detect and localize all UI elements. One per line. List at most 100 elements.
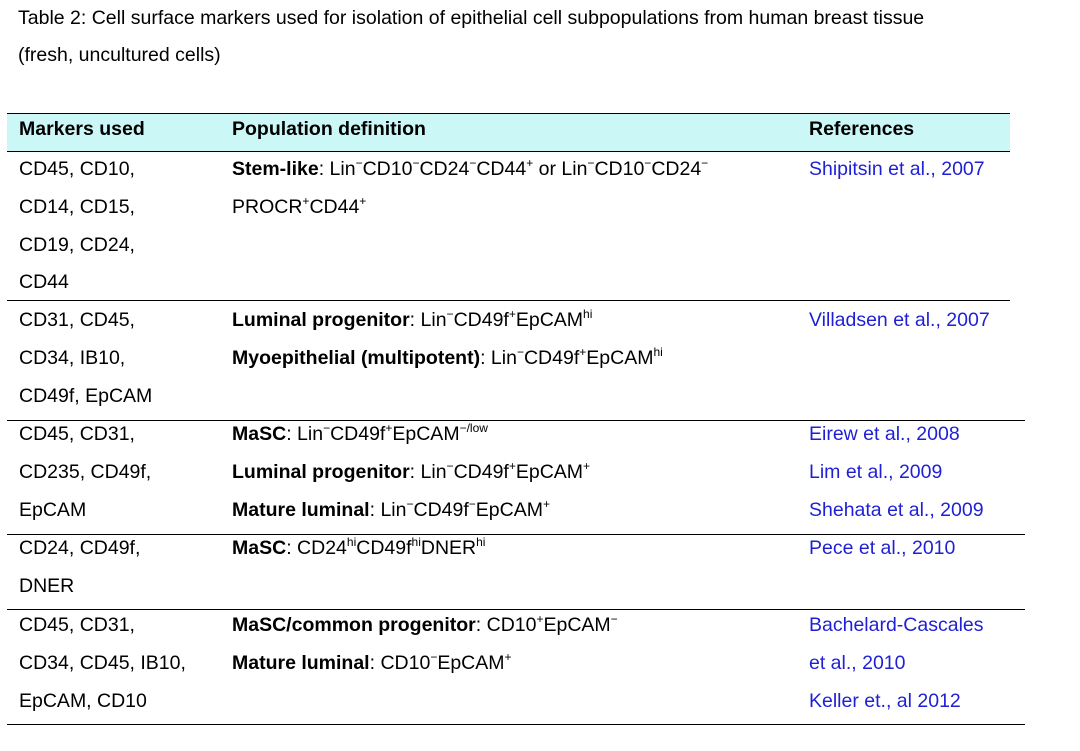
- marker-term: EpCAM: [392, 423, 460, 445]
- marker-expression: −: [701, 156, 709, 170]
- reference-link[interactable]: Pece et al., 2010: [809, 537, 956, 559]
- marker-expression: +: [359, 194, 367, 208]
- marker-expression: +: [508, 459, 516, 473]
- reference-link[interactable]: Shehata et al., 2009: [809, 499, 984, 521]
- marker-expression: −: [323, 421, 331, 435]
- population-label: Myoepithelial (multipotent): [232, 347, 481, 369]
- reference-link[interactable]: Lim et al., 2009: [809, 461, 943, 483]
- column-header-references: References: [809, 118, 915, 140]
- marker-term: Lin: [329, 158, 356, 180]
- marker-expression: −: [610, 612, 618, 626]
- marker-expression: hi: [346, 535, 357, 549]
- population-label: Mature luminal: [232, 652, 370, 674]
- population-label: Luminal progenitor: [232, 461, 410, 483]
- marker-term: CD44: [309, 196, 360, 218]
- marker-term: CD49f: [453, 309, 509, 331]
- marker-expression: −: [469, 156, 477, 170]
- marker-expression: +: [508, 307, 516, 321]
- population-cell-line: MaSC: CD24hiCD49fhiDNERhi: [232, 535, 486, 559]
- marker-expression: −: [516, 345, 524, 359]
- marker-expression: −: [412, 156, 420, 170]
- marker-expression: −: [468, 497, 476, 511]
- marker-expression: +: [579, 345, 587, 359]
- marker-term: Lin: [490, 347, 517, 369]
- population-cell-line: Luminal progenitor: Lin−CD49f+EpCAM+: [232, 459, 591, 483]
- population-cell-line: Luminal progenitor: Lin−CD49f+EpCAMhi: [232, 307, 593, 331]
- caption-line-1: Table 2: Cell surface markers used for i…: [18, 7, 925, 29]
- marker-expression: +: [526, 156, 534, 170]
- marker-term: CD10: [362, 158, 413, 180]
- markers-cell-line: CD24, CD49f,: [19, 537, 141, 559]
- caption-line-2: (fresh, uncultured cells): [18, 44, 221, 66]
- marker-term: or Lin: [533, 158, 588, 180]
- reference-link[interactable]: Eirew et al., 2008: [809, 423, 960, 445]
- marker-expression: +: [583, 459, 591, 473]
- population-label: MaSC: [232, 537, 287, 559]
- population-cell-line: Stem-like: Lin−CD10−CD24−CD44+ or Lin−CD…: [232, 156, 709, 180]
- table-rule-5: [7, 609, 1025, 610]
- marker-expression: +: [542, 497, 550, 511]
- marker-term: CD24: [297, 537, 347, 559]
- population-label: MaSC: [232, 423, 287, 445]
- table-caption: Table 2: Cell surface markers used for i…: [18, 0, 1068, 74]
- marker-expression: +: [536, 612, 544, 626]
- population-label: MaSC/common progenitor: [232, 614, 476, 636]
- marker-term: EpCAM: [515, 461, 584, 483]
- marker-expression: −: [406, 497, 414, 511]
- table-rule-3: [7, 420, 1025, 421]
- reference-link[interactable]: Bachelard-Cascales: [809, 614, 984, 636]
- marker-term: EpCAM: [515, 309, 584, 331]
- marker-expression: hi: [476, 535, 486, 549]
- markers-cell-line: CD235, CD49f,: [19, 461, 152, 483]
- population-cell-line: Myoepithelial (multipotent): Lin−CD49f+E…: [232, 345, 663, 369]
- population-cell-line: Mature luminal: CD10−EpCAM+: [232, 650, 512, 674]
- markers-cell-line: EpCAM, CD10: [19, 690, 147, 712]
- reference-link[interactable]: et al., 2010: [809, 652, 906, 674]
- marker-expression: −: [430, 650, 438, 664]
- marker-term: Lin: [380, 499, 407, 521]
- column-header-markers: Markers used: [19, 118, 145, 140]
- markers-cell-line: CD45, CD31,: [19, 614, 135, 636]
- population-cell-line: PROCR+CD44+: [232, 194, 367, 218]
- marker-expression: −: [355, 156, 363, 170]
- markers-cell-line: EpCAM: [19, 499, 87, 521]
- markers-cell-line: CD34, IB10,: [19, 347, 126, 369]
- marker-expression: +: [385, 421, 393, 435]
- population-label: Mature luminal: [232, 499, 370, 521]
- marker-term: CD10: [486, 614, 537, 636]
- markers-cell-line: CD45, CD10,: [19, 158, 135, 180]
- markers-cell-line: CD31, CD45,: [19, 309, 135, 331]
- marker-term: CD49f: [453, 461, 509, 483]
- marker-term: CD10: [594, 158, 645, 180]
- marker-term: CD49f: [413, 499, 469, 521]
- reference-link[interactable]: Villadsen et al., 2007: [809, 309, 990, 331]
- marker-term: CD24: [651, 158, 702, 180]
- population-cell-line: Mature luminal: Lin−CD49f−EpCAM+: [232, 497, 550, 521]
- marker-term: EpCAM: [475, 499, 543, 521]
- population-cell-line: MaSC/common progenitor: CD10+EpCAM−: [232, 612, 618, 636]
- marker-term: PROCR: [232, 196, 303, 218]
- marker-term: Lin: [420, 309, 447, 331]
- markers-cell-line: CD34, CD45, IB10,: [19, 652, 186, 674]
- markers-cell-line: CD44: [19, 271, 69, 293]
- marker-expression: +: [302, 194, 310, 208]
- marker-expression: −: [446, 307, 454, 321]
- marker-expression: −: [644, 156, 652, 170]
- marker-expression: −/low: [459, 421, 488, 435]
- table-rule-4: [7, 534, 1025, 535]
- marker-term: EpCAM: [543, 614, 611, 636]
- marker-term: EpCAM: [586, 347, 654, 369]
- table-rule-1: [7, 151, 1010, 152]
- reference-link[interactable]: Shipitsin et al., 2007: [809, 158, 985, 180]
- marker-expression: hi: [411, 535, 421, 549]
- population-label: Luminal progenitor: [232, 309, 410, 331]
- marker-expression: +: [504, 650, 512, 664]
- table-rule-2: [7, 300, 1010, 301]
- table-header-background: [7, 113, 1010, 151]
- marker-expression: hi: [653, 345, 663, 359]
- marker-term: CD10: [380, 652, 431, 674]
- marker-term: CD49f: [356, 537, 412, 559]
- column-header-population: Population definition: [232, 118, 426, 140]
- marker-expression: −: [587, 156, 595, 170]
- reference-link[interactable]: Keller et., al 2012: [809, 690, 961, 712]
